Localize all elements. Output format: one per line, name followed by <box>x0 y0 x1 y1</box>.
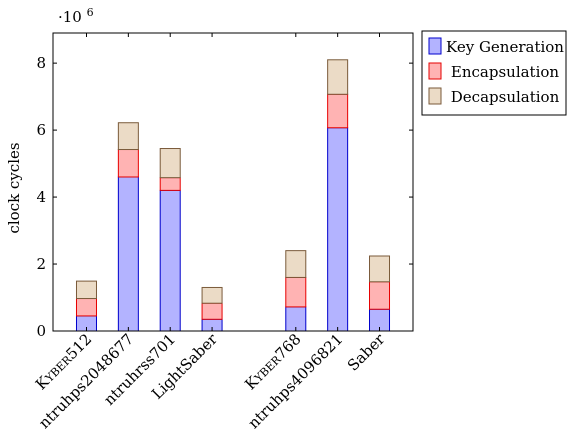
bar-segment-3-6 <box>327 59 349 95</box>
legend-label-1: Key Generation <box>446 38 564 56</box>
x-tick-label-part: Saber <box>344 330 389 375</box>
plot-layer <box>75 59 391 332</box>
bar-segment-2-1 <box>75 298 97 317</box>
bar-segment-1-2 <box>117 176 139 332</box>
bar-segment-3-7 <box>369 255 391 283</box>
y-scale-multiplier: ·10 6 <box>58 6 94 26</box>
bar-segment-1-3 <box>159 189 181 332</box>
bar-segment-3-4 <box>201 286 223 304</box>
legend-swatch-3 <box>428 87 442 105</box>
bar-segment-2-2 <box>117 149 139 178</box>
bar-segment-2-6 <box>327 93 349 129</box>
legend-label-2: Encapsulation <box>451 63 560 81</box>
legend: Key Generation Encapsulation Decapsulation <box>421 30 567 116</box>
plot-frame <box>52 32 414 332</box>
bar-segment-3-5 <box>285 250 307 278</box>
y-tick-label: 6 <box>36 121 46 139</box>
legend-swatch-2 <box>428 62 442 80</box>
legend-box <box>421 30 567 116</box>
bar-segment-2-3 <box>159 177 181 191</box>
bar-segment-3-1 <box>75 280 97 300</box>
y-tick-label: 8 <box>36 54 46 72</box>
y-tick-label: 0 <box>36 322 46 340</box>
legend-swatch-1 <box>428 37 442 55</box>
y-axis-label: clock cycles <box>5 142 23 233</box>
y-scale-base: ·10 <box>58 8 82 26</box>
x-tick-label: Saber <box>344 330 389 375</box>
legend-label-3: Decapsulation <box>451 88 560 106</box>
bar-segment-2-5 <box>285 276 307 308</box>
bar-segment-3-2 <box>117 122 139 151</box>
axes-layer <box>52 32 414 332</box>
bar-segment-3-3 <box>159 148 181 179</box>
y-tick-label: 4 <box>36 188 46 206</box>
y-scale-exponent: 6 <box>87 6 94 19</box>
y-tick-label: 2 <box>36 255 46 273</box>
bar-segment-2-4 <box>201 302 223 320</box>
bar-segment-2-7 <box>369 281 391 310</box>
bar-segment-1-6 <box>327 127 349 332</box>
